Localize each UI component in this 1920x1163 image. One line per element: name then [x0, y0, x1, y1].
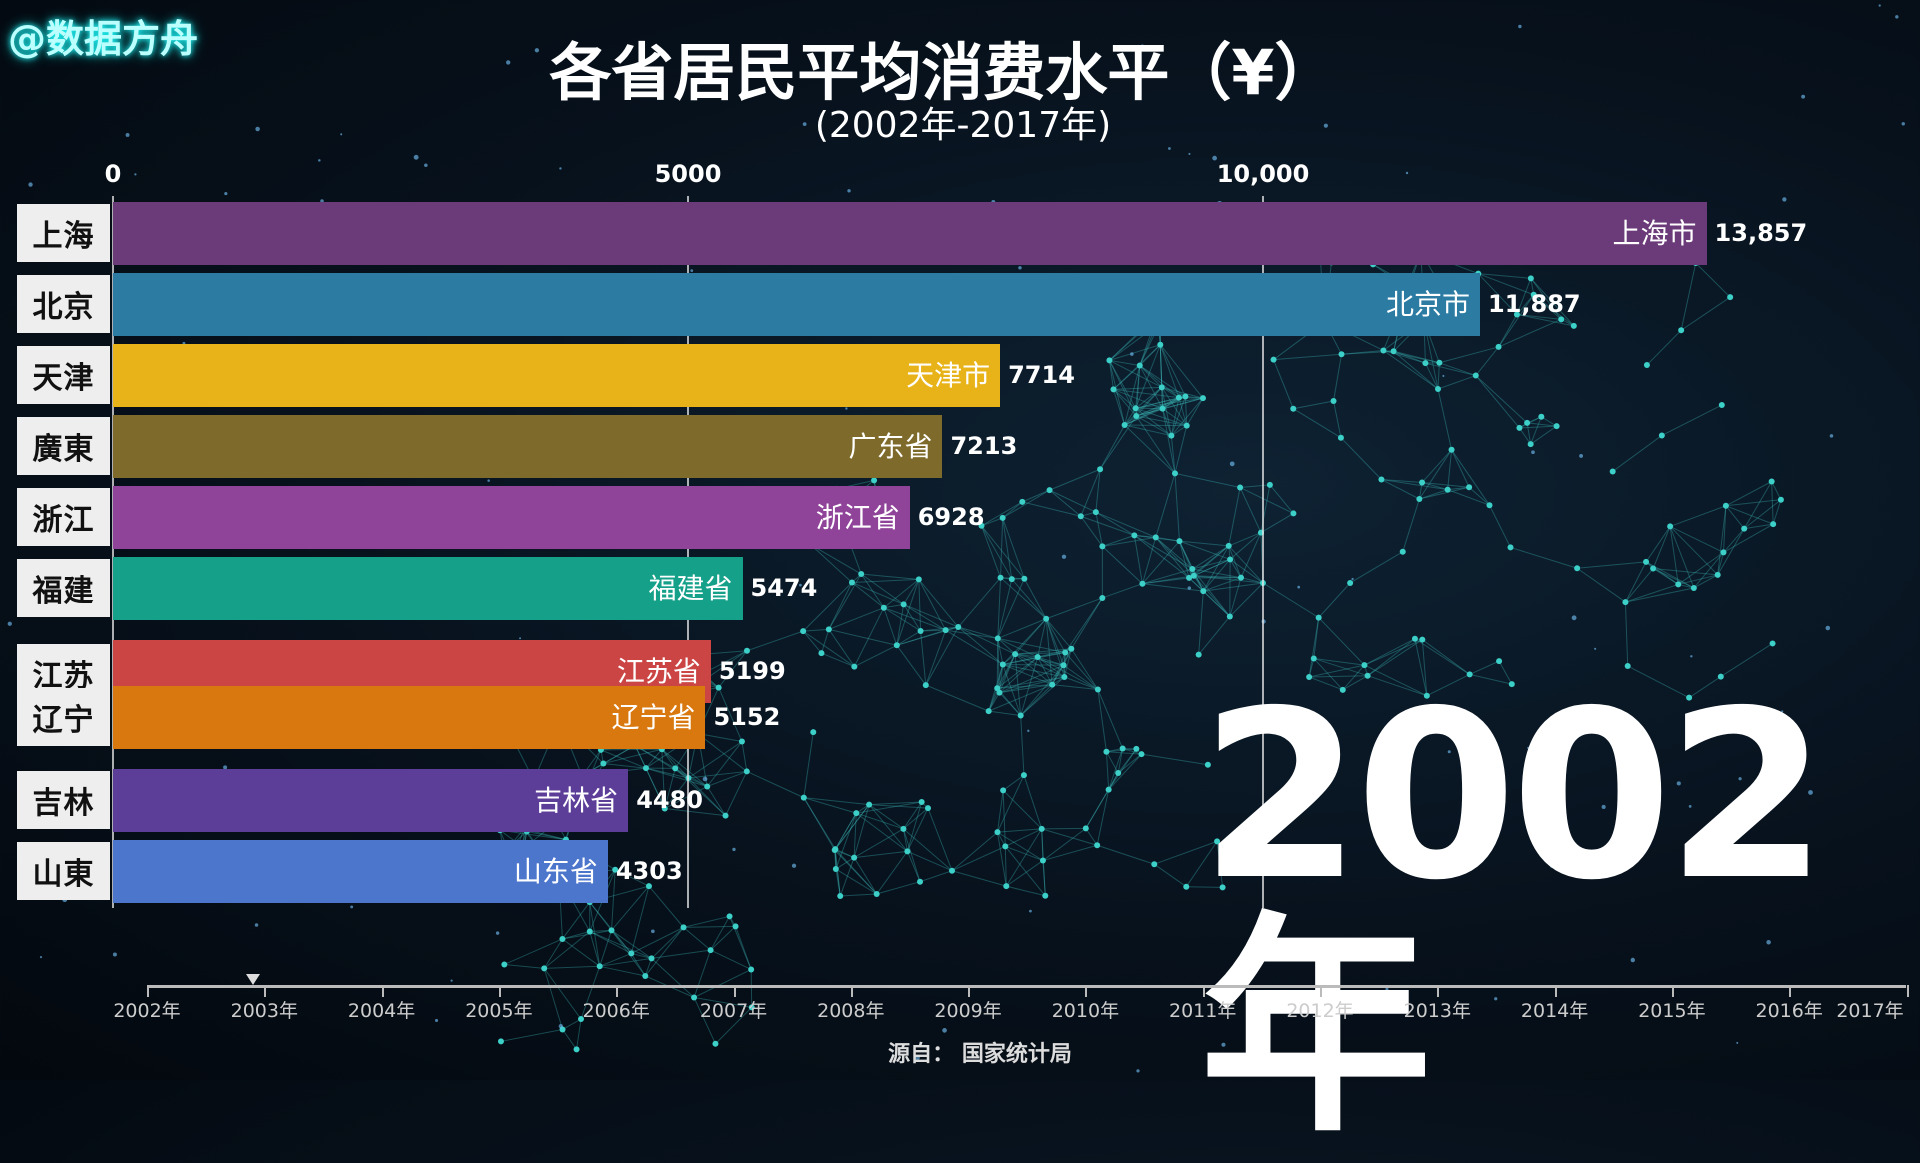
bar-value-label: 4480: [636, 769, 703, 832]
axis-tick-label: 0: [105, 160, 122, 188]
province-logo: 廣東: [17, 417, 110, 475]
province-logo: 天津: [17, 346, 110, 404]
current-year-label: 2002年: [1200, 680, 1920, 1144]
bar-category-label: 上海市: [1613, 202, 1697, 265]
bar: 山东省: [113, 840, 608, 903]
timeline-year-label[interactable]: 2006年: [583, 996, 650, 1023]
bar-value-label: 4303: [616, 840, 683, 903]
bar-value-label: 11,887: [1488, 273, 1581, 336]
province-logo: 浙江: [17, 488, 110, 546]
timeline-track[interactable]: [147, 985, 1906, 988]
bar-category-label: 广东省: [848, 415, 932, 478]
timeline-tick: [1907, 985, 1909, 997]
bar-category-label: 福建省: [648, 557, 732, 620]
timeline-year-label[interactable]: 2009年: [934, 996, 1001, 1023]
bar: 福建省: [113, 557, 743, 620]
province-logo: 辽宁: [17, 688, 110, 746]
chart-subtitle: (2002年-2017年): [0, 96, 1920, 148]
province-logo: 福建: [17, 559, 110, 617]
timeline-year-label[interactable]: 2011年: [1169, 996, 1236, 1023]
bar: 北京市: [113, 273, 1480, 336]
source-label: 源自： 国家统计局: [0, 1036, 1920, 1068]
timeline-year-label[interactable]: 2016年: [1756, 996, 1823, 1023]
timeline-year-label[interactable]: 2008年: [817, 996, 884, 1023]
province-logo: 上海: [17, 204, 110, 262]
bar: 辽宁省: [113, 686, 705, 749]
bar-category-label: 浙江省: [816, 486, 900, 549]
timeline-year-label[interactable]: 2004年: [348, 996, 415, 1023]
bar-category-label: 辽宁省: [611, 686, 695, 749]
bar: 浙江省: [113, 486, 910, 549]
bar-category-label: 吉林省: [534, 769, 618, 832]
province-logo: 山東: [17, 842, 110, 900]
bar: 上海市: [113, 202, 1707, 265]
bar-category-label: 天津市: [906, 344, 990, 407]
timeline-marker-icon[interactable]: [246, 974, 260, 985]
timeline-year-label[interactable]: 2017年: [1836, 996, 1903, 1023]
bar: 吉林省: [113, 769, 628, 832]
bar-value-label: 5474: [751, 557, 818, 620]
bar-value-label: 6928: [918, 486, 985, 549]
timeline-year-label[interactable]: 2007年: [700, 996, 767, 1023]
axis-tick-label: 5000: [655, 160, 722, 188]
bar-value-label: 5152: [713, 686, 780, 749]
axis-tick-label: 10,000: [1217, 160, 1310, 188]
timeline-year-label[interactable]: 2012年: [1286, 996, 1353, 1023]
timeline-year-label[interactable]: 2014年: [1521, 996, 1588, 1023]
timeline-year-label[interactable]: 2013年: [1404, 996, 1471, 1023]
bar-category-label: 山东省: [514, 840, 598, 903]
bar-value-label: 7714: [1008, 344, 1075, 407]
timeline-year-label[interactable]: 2015年: [1638, 996, 1705, 1023]
timeline-year-label[interactable]: 2003年: [231, 996, 298, 1023]
bar: 广东省: [113, 415, 942, 478]
province-logo: 吉林: [17, 771, 110, 829]
bar-category-label: 北京市: [1386, 273, 1470, 336]
bar: 天津市: [113, 344, 1000, 407]
timeline-year-label[interactable]: 2010年: [1052, 996, 1119, 1023]
timeline-year-label[interactable]: 2002年: [113, 996, 180, 1023]
bar-value-label: 13,857: [1715, 202, 1808, 265]
timeline-year-label[interactable]: 2005年: [465, 996, 532, 1023]
bar-value-label: 7213: [950, 415, 1017, 478]
province-logo: 北京: [17, 275, 110, 333]
